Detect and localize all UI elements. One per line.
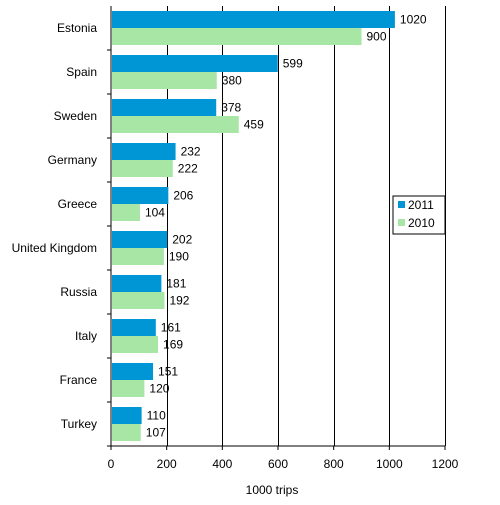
bar-2011: [112, 99, 217, 116]
category-label: Spain: [66, 65, 97, 79]
bar-2010: [112, 116, 239, 133]
bar-2010: [112, 292, 165, 309]
bar-2011: [112, 275, 162, 292]
value-label: 459: [244, 118, 264, 132]
category-labels: Estonia Spain Sweden Germany Greece United Ki…: [12, 21, 98, 431]
bar-2010: [112, 160, 173, 177]
category-label: United Kingdom: [12, 241, 97, 255]
value-label: 190: [169, 250, 189, 264]
value-label: 161: [161, 321, 181, 335]
value-label: 900: [367, 30, 387, 44]
value-label: 192: [169, 294, 189, 308]
value-label: 380: [222, 74, 242, 88]
bars: [112, 11, 395, 441]
bar-2011: [112, 11, 395, 28]
legend-label: 2010: [408, 216, 435, 230]
value-label: 206: [173, 189, 193, 203]
x-tick-label: 400: [212, 457, 232, 471]
bar-2011: [112, 55, 278, 72]
bar-2010: [112, 72, 217, 89]
x-tick-label: 0: [108, 457, 115, 471]
bar-2010: [112, 380, 145, 397]
x-tick-label: 1000: [376, 457, 403, 471]
category-label: Russia: [60, 285, 97, 299]
value-label: 169: [163, 338, 183, 352]
x-tick-labels: 0 200 400 600 800 1000 1200: [108, 446, 459, 471]
x-tick-label: 1200: [432, 457, 459, 471]
bar-2010: [112, 28, 362, 45]
bar-2010: [112, 248, 164, 265]
bar-2011: [112, 319, 156, 336]
bar-2011: [112, 363, 154, 380]
bar-2011: [112, 187, 169, 204]
category-label: Greece: [58, 197, 98, 211]
category-label: Sweden: [54, 109, 97, 123]
x-axis-label: 1000 trips: [246, 483, 299, 497]
value-label: 104: [145, 206, 165, 220]
value-label: 599: [283, 57, 303, 71]
category-label: France: [60, 373, 98, 387]
bar-2011: [112, 143, 176, 160]
bar-2011: [112, 407, 142, 424]
category-label: Estonia: [57, 21, 97, 35]
legend: 2011 2010: [392, 195, 446, 235]
value-label: 378: [221, 101, 241, 115]
x-tick-label: 800: [324, 457, 344, 471]
value-label: 202: [172, 233, 192, 247]
category-label: Italy: [75, 329, 97, 343]
x-tick-label: 600: [268, 457, 288, 471]
category-label: Germany: [48, 153, 97, 167]
value-label: 120: [149, 382, 169, 396]
legend-swatch: [398, 201, 405, 208]
legend-swatch: [398, 219, 405, 226]
value-label: 1020: [400, 13, 427, 27]
value-label: 107: [146, 426, 166, 440]
legend-label: 2011: [408, 198, 434, 212]
x-tick-label: 200: [157, 457, 177, 471]
bar-2010: [112, 336, 159, 353]
value-label: 222: [178, 162, 198, 176]
bar-2010: [112, 424, 141, 441]
value-label: 110: [147, 409, 166, 423]
category-label: Turkey: [61, 417, 97, 431]
bar-2011: [112, 231, 168, 248]
value-label: 151: [158, 365, 178, 379]
value-label: 232: [181, 145, 201, 159]
value-label: 181: [166, 277, 186, 291]
bar-2010: [112, 204, 140, 221]
